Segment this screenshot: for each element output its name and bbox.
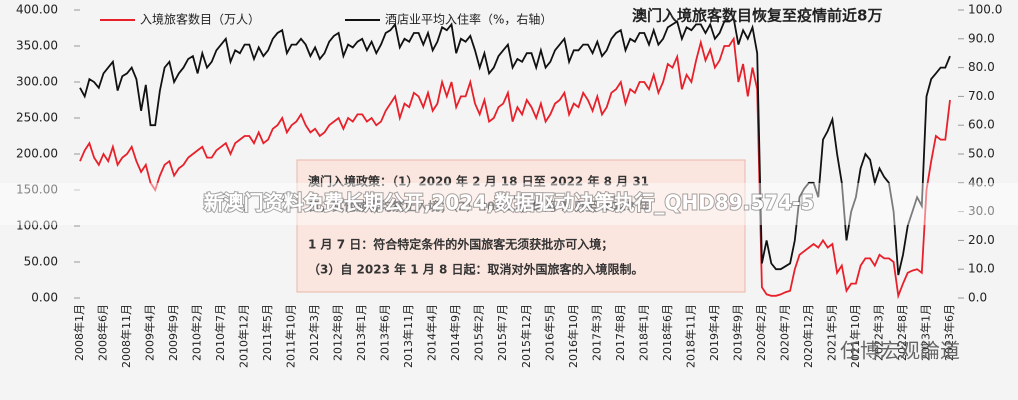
x-tick-label: 2017年3月 xyxy=(589,304,603,361)
x-tick-label: 2018年11月 xyxy=(683,304,697,368)
x-tick-label: 2020年7月 xyxy=(777,304,791,361)
x-tick-label: 2022年8月 xyxy=(895,304,909,361)
x-tick-label: 2013年1月 xyxy=(354,304,368,361)
x-tick-label: 2008年11月 xyxy=(119,304,133,368)
y2-tick-label: 80.0 xyxy=(968,60,995,74)
x-tick-label: 2016年5月 xyxy=(542,304,556,361)
annotation: 澳门入境政策：（1）2020 年 2 月 18 日至 2022 年 8 月 31 xyxy=(308,174,649,189)
x-tick-label: 2012年3月 xyxy=(307,304,321,361)
x-tick-label: 2008年6月 xyxy=(96,304,110,361)
y-tick-label: 0.00 xyxy=(31,291,58,305)
x-tick-label: 2020年12月 xyxy=(801,304,815,368)
x-tick-label: 2014年4月 xyxy=(425,304,439,361)
banner-band xyxy=(0,183,1018,225)
x-tick-label: 2015年12月 xyxy=(519,304,533,368)
y-tick-label: 350.00 xyxy=(16,39,58,53)
y2-tick-label: 70.0 xyxy=(968,89,995,103)
x-tick-label: 2018年6月 xyxy=(660,304,674,361)
x-tick-label: 2011年5月 xyxy=(260,304,274,361)
y-tick-label: 300.00 xyxy=(16,75,58,89)
y-tick-label: 100.00 xyxy=(16,219,58,233)
annotation-box xyxy=(296,159,746,293)
watermark: 任博宏观論道 xyxy=(840,339,960,363)
x-tick-label: 2018年1月 xyxy=(636,304,650,361)
annotation: （3）自 2023 年 1 月 8 日起：取消对外国旅客的入境限制。 xyxy=(308,262,644,277)
x-tick-label: 2010年7月 xyxy=(213,304,227,361)
x-tick-label: 2023年6月 xyxy=(942,304,956,361)
y-tick-label: 50.00 xyxy=(24,255,58,269)
y2-tick-label: 50.0 xyxy=(968,147,995,161)
y2-tick-label: 100.0 xyxy=(968,3,1002,17)
y-tick-label: 150.00 xyxy=(16,183,58,197)
x-tick-label: 2010年12月 xyxy=(237,304,251,368)
x-tick-label: 2021年10月 xyxy=(848,304,862,368)
y2-tick-label: 10.0 xyxy=(968,262,995,276)
legend-label: 酒店业平均入住率（%，右轴） xyxy=(385,12,552,27)
y-tick-label: 250.00 xyxy=(16,111,58,125)
x-tick-label: 2019年9月 xyxy=(730,304,744,361)
x-tick-label: 2017年8月 xyxy=(613,304,627,361)
annotation: 日，其他旅客均禁止入境；（2）2022 年 9 月 1 日至 2023 年 xyxy=(308,199,651,214)
x-tick-label: 2022年3月 xyxy=(871,304,885,361)
x-tick-label: 2014年9月 xyxy=(448,304,462,361)
x-tick-label: 2009年4月 xyxy=(143,304,157,361)
series-line xyxy=(79,17,951,276)
y-tick-label: 200.00 xyxy=(16,147,58,161)
y-tick-label: 400.00 xyxy=(16,3,58,17)
banner-text: 新澳门资料免费长期公开,2024,数据驱动决策执行_QHD89.574-5 xyxy=(204,191,815,215)
x-tick-label: 2015年2月 xyxy=(472,304,486,361)
x-tick-label: 2023年1月 xyxy=(918,304,932,361)
x-tick-label: 2021年5月 xyxy=(824,304,838,361)
series-line xyxy=(79,36,951,300)
y2-tick-label: 90.0 xyxy=(968,31,995,45)
annotation: 1 月 7 日：符合特定条件的外国旅客无须获批亦可入境； xyxy=(308,237,613,252)
x-tick-label: 2016年10月 xyxy=(566,304,580,368)
x-tick-label: 2009年9月 xyxy=(166,304,180,361)
x-tick-label: 2019年4月 xyxy=(707,304,721,361)
x-tick-label: 2020年2月 xyxy=(754,304,768,361)
x-tick-label: 2012年8月 xyxy=(331,304,345,361)
chart-title: 澳门入境旅客数目恢复至疫情前近8万 xyxy=(632,7,882,25)
x-tick-label: 2013年6月 xyxy=(378,304,392,361)
x-tick-label: 2008年1月 xyxy=(72,304,86,361)
y2-tick-label: 20.0 xyxy=(968,233,995,247)
x-tick-label: 2013年11月 xyxy=(401,304,415,368)
y2-tick-label: 60.0 xyxy=(968,118,995,132)
y2-tick-label: 30.0 xyxy=(968,204,995,218)
x-tick-label: 2015年7月 xyxy=(495,304,509,361)
y2-tick-label: 40.0 xyxy=(968,175,995,189)
x-tick-label: 2010年2月 xyxy=(190,304,204,361)
legend-label: 入境旅客数目（万人） xyxy=(140,12,260,27)
x-tick-label: 2011年10月 xyxy=(284,304,298,368)
y2-tick-label: 0.0 xyxy=(968,291,987,305)
